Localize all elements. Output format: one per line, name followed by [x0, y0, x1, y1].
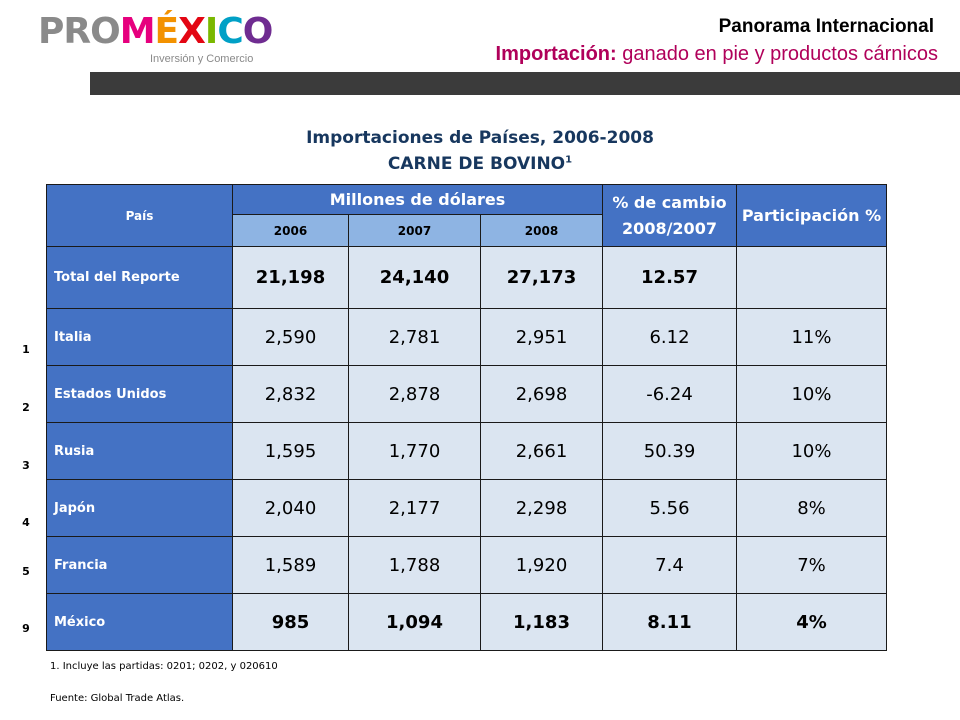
value-2008-cell: 1,920: [480, 536, 603, 594]
change-cell: 7.4: [602, 536, 737, 594]
value-2006-cell: 21,198: [232, 246, 349, 309]
header-subtitle: Importación: ganado en pie y productos c…: [496, 43, 938, 66]
value-2006-cell: 2,832: [232, 365, 349, 423]
share-cell: 4%: [736, 593, 887, 651]
header-subtitle-rest: ganado en pie y productos cárnicos: [616, 43, 938, 65]
country-cell: Francia: [46, 536, 233, 594]
table-row: Francia 1,589 1,788 1,920 7.4 7%: [46, 536, 887, 594]
table-row: Total del Reporte 21,198 24,140 27,173 12.57: [46, 246, 887, 309]
value-2007-cell: 1,788: [348, 536, 481, 594]
value-2007-cell: 2,878: [348, 365, 481, 423]
value-2008-cell: 2,298: [480, 479, 603, 537]
table-row: México 985 1,094 1,183 8.11 4%: [46, 593, 887, 651]
col-header-participacion: Participación %: [736, 184, 887, 247]
rank-number: 2: [22, 401, 30, 414]
table-row: Rusia 1,595 1,770 2,661 50.39 10%: [46, 422, 887, 480]
logo-mexico-text: MÉXICO: [119, 11, 274, 52]
col-header-2008: 2008: [480, 214, 603, 247]
share-cell: 11%: [736, 308, 887, 366]
value-2007-cell: 1,770: [348, 422, 481, 480]
country-cell: Italia: [46, 308, 233, 366]
value-2006-cell: 1,595: [232, 422, 349, 480]
col-header-millones: Millones de dólares: [232, 184, 603, 215]
change-cell: 5.56: [602, 479, 737, 537]
header-divider-bar: [0, 72, 960, 95]
header-subtitle-bold: Importación:: [495, 43, 617, 65]
rank-number: 4: [22, 516, 30, 529]
table-subtitle: CARNE DE BOVINO1: [387, 154, 573, 174]
value-2007-cell: 24,140: [348, 246, 481, 309]
logo-tagline: Inversión y Comercio: [150, 53, 254, 65]
table-row: Italia 2,590 2,781 2,951 6.12 11%: [46, 308, 887, 366]
value-2006-cell: 985: [232, 593, 349, 651]
col-header-cambio: % de cambio 2008/2007: [602, 184, 737, 247]
country-cell: Rusia: [46, 422, 233, 480]
value-2007-cell: 1,094: [348, 593, 481, 651]
share-cell: 10%: [736, 422, 887, 480]
header-title: Panorama Internacional: [718, 16, 934, 37]
share-cell: [736, 246, 887, 309]
table-row: Japón 2,040 2,177 2,298 5.56 8%: [46, 479, 887, 537]
value-2007-cell: 2,781: [348, 308, 481, 366]
col-header-2006: 2006: [232, 214, 349, 247]
table-row: Estados Unidos 2,832 2,878 2,698 -6.24 10%: [46, 365, 887, 423]
footnote: 1. Incluye las partidas: 0201; 0202, y 0…: [50, 661, 278, 672]
value-2007-cell: 2,177: [348, 479, 481, 537]
value-2008-cell: 2,698: [480, 365, 603, 423]
change-cell: 8.11: [602, 593, 737, 651]
rank-number: 3: [22, 459, 30, 472]
change-cell: 6.12: [602, 308, 737, 366]
value-2006-cell: 2,590: [232, 308, 349, 366]
footnote-marker: 1: [565, 154, 573, 166]
value-2006-cell: 2,040: [232, 479, 349, 537]
header-divider-gap: [0, 72, 90, 95]
logo-wordmark: PROMÉXICO: [38, 11, 274, 52]
table-title: Importaciones de Países, 2006-2008: [306, 128, 654, 148]
value-2008-cell: 2,661: [480, 422, 603, 480]
imports-table: País Millones de dólares % de cambio 200…: [46, 184, 887, 651]
country-cell: México: [46, 593, 233, 651]
value-2008-cell: 1,183: [480, 593, 603, 651]
country-cell: Japón: [46, 479, 233, 537]
change-cell: 50.39: [602, 422, 737, 480]
promexico-logo: PROMÉXICO Inversión y Comercio: [38, 14, 278, 70]
change-cell: -6.24: [602, 365, 737, 423]
change-cell: 12.57: [602, 246, 737, 309]
col-header-2007: 2007: [348, 214, 481, 247]
rank-number: 9: [22, 622, 30, 635]
source-note: Fuente: Global Trade Atlas.: [50, 693, 185, 704]
col-header-pais: País: [46, 184, 233, 247]
share-cell: 8%: [736, 479, 887, 537]
value-2006-cell: 1,589: [232, 536, 349, 594]
share-cell: 7%: [736, 536, 887, 594]
rank-number: 1: [22, 343, 30, 356]
country-cell: Total del Reporte: [46, 246, 233, 309]
value-2008-cell: 2,951: [480, 308, 603, 366]
share-cell: 10%: [736, 365, 887, 423]
value-2008-cell: 27,173: [480, 246, 603, 309]
rank-number: 5: [22, 565, 30, 578]
country-cell: Estados Unidos: [46, 365, 233, 423]
